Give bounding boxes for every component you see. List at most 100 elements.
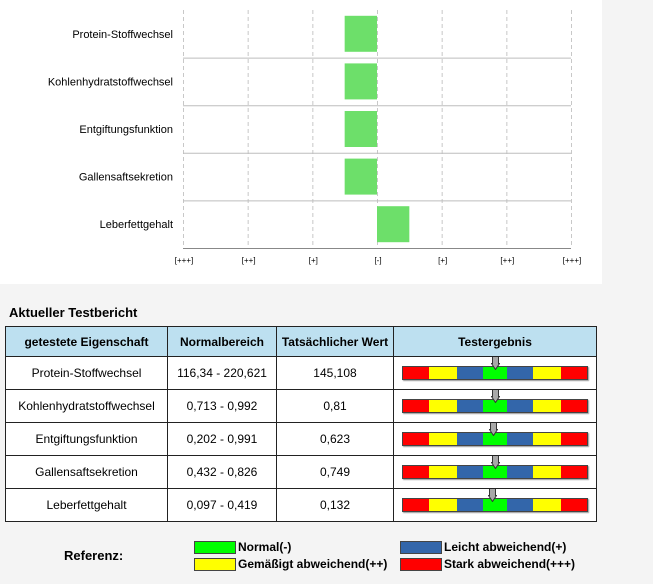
arrow-marker-icon: [490, 357, 500, 370]
gauge-segment: [533, 433, 561, 445]
arrow-marker-icon: [489, 423, 499, 436]
range-cell: 0,713 - 0,992: [167, 389, 277, 423]
legend-item-leicht: Leicht abweichend(+): [400, 540, 566, 554]
gauge-segment: [429, 433, 457, 445]
tick-label: [++]: [242, 256, 256, 265]
gauge-segment: [507, 400, 533, 412]
gauge-segment: [403, 499, 429, 511]
result-gauge: [402, 423, 588, 446]
result-cell: [393, 422, 597, 456]
gauge-segment: [457, 367, 483, 379]
table-header-row: getestete Eigenschaft Normalbereich Tats…: [5, 326, 597, 357]
gauge-segment: [533, 499, 561, 511]
gauge-segment: [507, 367, 533, 379]
gauge-segment: [483, 499, 507, 511]
gauge-segment: [403, 433, 429, 445]
category-label: Gallensaftsekretion: [79, 172, 173, 184]
report-table: getestete Eigenschaft Normalbereich Tats…: [5, 326, 597, 522]
tick-label: [-]: [374, 256, 381, 265]
result-gauge: [402, 456, 588, 479]
property-cell: Protein-Stoffwechsel: [5, 356, 168, 390]
bar: [377, 206, 410, 243]
gauge-segment: [561, 466, 587, 478]
gauge-segment: [533, 367, 561, 379]
gauge-segment: [483, 367, 507, 379]
legend-swatch-blue: [400, 540, 442, 554]
tick-label: [+++]: [175, 256, 193, 265]
gauge-segment: [561, 433, 587, 445]
range-cell: 116,34 - 220,621: [167, 356, 277, 390]
range-cell: 0,097 - 0,419: [167, 488, 277, 522]
legend-swatch-red: [400, 557, 442, 571]
value-cell: 0,81: [276, 389, 394, 423]
gauge-segment: [561, 499, 587, 511]
gauge-segment: [429, 466, 457, 478]
table-row: Protein-Stoffwechsel 116,34 - 220,621 14…: [5, 356, 597, 390]
range-cell: 0,202 - 0,991: [167, 422, 277, 456]
gauge-segment: [429, 499, 457, 511]
bar-chart: Protein-Stoffwechsel Kohlenhydratstoffwec…: [48, 10, 581, 265]
gauge-segment: [457, 400, 483, 412]
value-cell: 0,749: [276, 455, 394, 489]
result-cell: [393, 389, 597, 423]
result-gauge: [402, 357, 588, 380]
arrow-marker-icon: [490, 390, 500, 403]
gauge-segment: [483, 400, 507, 412]
property-cell: Kohlenhydratstoffwechsel: [5, 389, 168, 423]
legend: Referenz: Normal(-) Leicht abweichend(+)…: [0, 536, 653, 584]
report-title: Aktueller Testbericht: [9, 305, 138, 320]
bar: [344, 15, 377, 52]
legend-swatch-green: [194, 540, 236, 554]
result-gauge: [402, 489, 588, 512]
property-cell: Gallensaftsekretion: [5, 455, 168, 489]
gauge-segment: [561, 367, 587, 379]
tick-label: [++]: [500, 256, 514, 265]
header-test-result: Testergebnis: [393, 326, 597, 357]
arrow-marker-icon: [488, 489, 498, 502]
gauge-segment: [457, 499, 483, 511]
gauge-segment: [483, 466, 507, 478]
header-property: getestete Eigenschaft: [5, 326, 168, 357]
legend-item-stark: Stark abweichend(+++): [400, 557, 575, 571]
gauge-segment: [507, 466, 533, 478]
result-cell: [393, 488, 597, 522]
bar: [344, 158, 377, 195]
property-cell: Leberfettgehalt: [5, 488, 168, 522]
legend-label: Stark abweichend(+++): [444, 557, 576, 571]
result-cell: [393, 356, 597, 390]
bar: [344, 111, 377, 147]
legend-item-gemaessigt: Gemäßigt abweichend(++): [194, 557, 387, 571]
gauge-segment: [457, 433, 483, 445]
value-cell: 0,623: [276, 422, 394, 456]
gauge-segment: [403, 367, 429, 379]
tick-label: [+]: [438, 256, 447, 265]
bar: [344, 63, 377, 100]
table-row: Leberfettgehalt 0,097 - 0,419 0,132: [5, 488, 597, 522]
report-body: Protein-Stoffwechsel 116,34 - 220,621 14…: [5, 356, 597, 522]
range-cell: 0,432 - 0,826: [167, 455, 277, 489]
gauge-segment: [429, 400, 457, 412]
gauge-segment: [429, 367, 457, 379]
gauge-segment: [457, 466, 483, 478]
header-normal-range: Normalbereich: [167, 326, 277, 357]
category-label: Leberfettgehalt: [100, 219, 173, 231]
table-row: Kohlenhydratstoffwechsel 0,713 - 0,992 0…: [5, 389, 597, 423]
tick-label: [+]: [309, 256, 318, 265]
property-cell: Entgiftungsfunktion: [5, 422, 168, 456]
legend-item-normal: Normal(-): [194, 540, 291, 554]
result-cell: [393, 455, 597, 489]
category-label: Entgiftungsfunktion: [79, 124, 173, 136]
gauge-segment: [507, 499, 533, 511]
gauge-segment: [533, 400, 561, 412]
legend-label: Normal(-): [238, 540, 292, 554]
value-cell: 145,108: [276, 356, 394, 390]
gauge-segment: [561, 400, 587, 412]
value-cell: 0,132: [276, 488, 394, 522]
category-label: Protein-Stoffwechsel: [72, 29, 173, 41]
gauge-segment: [403, 400, 429, 412]
table-row: Entgiftungsfunktion 0,202 - 0,991 0,623: [5, 422, 597, 456]
legend-label: Leicht abweichend(+): [444, 540, 567, 554]
legend-label: Gemäßigt abweichend(++): [238, 557, 388, 571]
gauge-segment: [483, 433, 507, 445]
tick-label: [+++]: [563, 256, 581, 265]
